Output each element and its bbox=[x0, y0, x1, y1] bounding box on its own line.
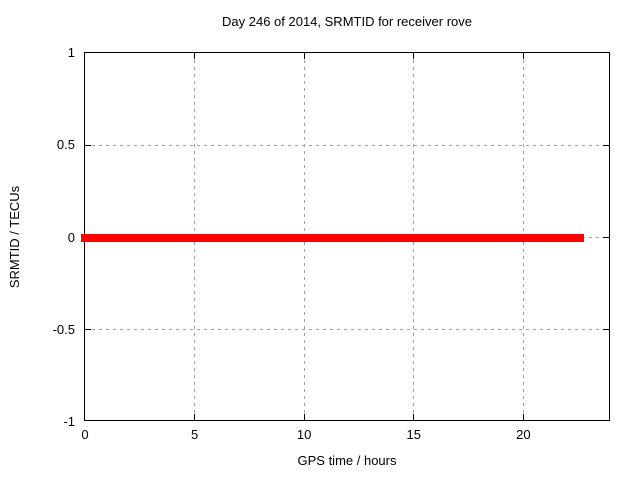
y-tick-label: 1 bbox=[67, 45, 75, 60]
x-tick-mark-top bbox=[413, 53, 415, 59]
y-tick-mark-left bbox=[85, 144, 91, 146]
data-line-srmtid bbox=[81, 233, 584, 242]
x-axis-title: GPS time / hours bbox=[297, 453, 397, 468]
x-tick-mark-bottom bbox=[303, 414, 305, 420]
x-tick-label: 15 bbox=[406, 427, 421, 442]
y-tick-mark-right bbox=[603, 144, 609, 146]
x-tick-mark-bottom bbox=[413, 414, 415, 420]
y-gridline bbox=[85, 144, 609, 146]
x-tick-label: 0 bbox=[81, 427, 89, 442]
x-tick-mark-bottom bbox=[522, 414, 524, 420]
x-tick-mark-bottom bbox=[194, 414, 196, 420]
x-tick-label: 20 bbox=[516, 427, 531, 442]
x-tick-mark-top bbox=[522, 53, 524, 59]
chart-title: Day 246 of 2014, SRMTID for receiver rov… bbox=[222, 14, 472, 29]
plot-area: 0 5 10 15 20 1 0.5 0 -0.5 -1 bbox=[53, 45, 610, 442]
y-tick-label: -0.5 bbox=[52, 321, 75, 337]
y-tick-label: -1 bbox=[63, 414, 75, 429]
y-tick-label: 0.5 bbox=[56, 137, 75, 153]
y-gridline bbox=[85, 329, 609, 331]
x-tick-label: 10 bbox=[296, 427, 312, 442]
y-tick-label: 0 bbox=[67, 229, 75, 245]
x-tick-mark-top bbox=[194, 53, 196, 59]
x-tick-label: 5 bbox=[190, 427, 199, 442]
y-tick-mark-left bbox=[85, 329, 91, 331]
x-tick-mark-top bbox=[303, 53, 305, 59]
y-tick-mark-right bbox=[603, 237, 609, 238]
y-tick-mark-right bbox=[603, 329, 609, 331]
